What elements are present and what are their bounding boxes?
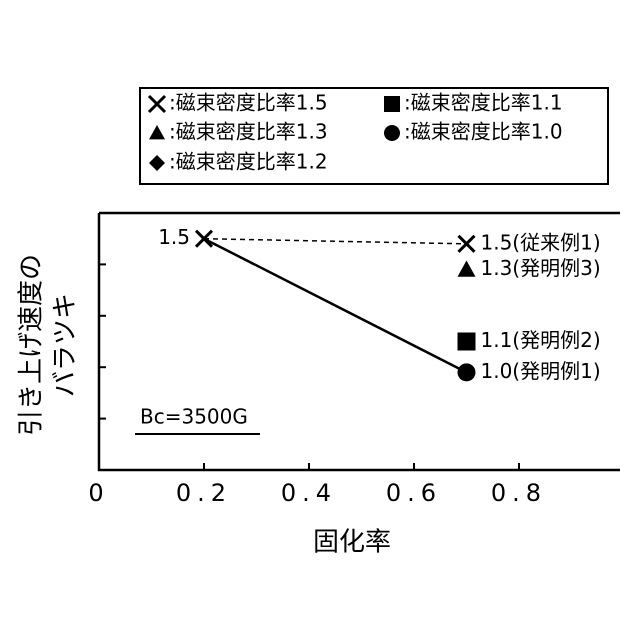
marker-diamond xyxy=(149,155,165,171)
legend-label: :磁束密度比率1.3 xyxy=(169,120,328,144)
y-axis-label-line: バラツキ xyxy=(51,293,81,397)
annotation: Bc=3500G xyxy=(140,405,248,429)
x-tick-label: 0.8 xyxy=(491,479,547,507)
series-line xyxy=(204,239,467,244)
x-axis-label: 固化率 xyxy=(313,528,391,558)
series-line xyxy=(204,239,467,373)
legend-label: :磁束密度比率1.5 xyxy=(169,91,328,115)
x-tick-label: 0.6 xyxy=(386,479,442,507)
marker-circle xyxy=(458,363,476,381)
legend-label: :磁束密度比率1.0 xyxy=(404,120,563,144)
point-label: 1.1(発明例2) xyxy=(481,328,601,352)
x-tick-label: 0.4 xyxy=(281,479,337,507)
chart: 固化率 引き上げ速度の バラツキ Bc=3500G 0 0.2 0.4 0.6 0.8:… xyxy=(0,0,640,640)
point-label: 1.0(発明例1) xyxy=(481,359,601,383)
legend-label: :磁束密度比率1.1 xyxy=(404,91,563,115)
marker-triangle xyxy=(149,125,165,139)
marker-x xyxy=(149,96,165,112)
x-tick-label: 0 xyxy=(88,479,109,507)
marker-square xyxy=(384,96,400,112)
marker-circle xyxy=(384,125,400,141)
point-label: 1.3(発明例3) xyxy=(481,256,601,280)
marker-square xyxy=(458,333,476,351)
point-label: 1.5 xyxy=(158,225,190,249)
x-tick-label: 0.2 xyxy=(176,479,232,507)
legend-label: :磁束密度比率1.2 xyxy=(169,150,328,174)
marker-triangle xyxy=(458,261,476,277)
point-label: 1.5(従来例1) xyxy=(481,230,601,254)
y-axis-label-line: 引き上げ速度の xyxy=(17,254,47,436)
y-axis-label: 引き上げ速度の バラツキ xyxy=(17,254,81,436)
